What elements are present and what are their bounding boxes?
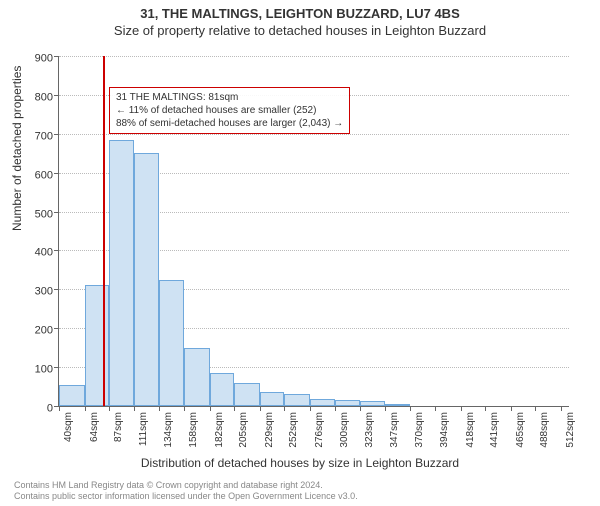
xtick-label: 158sqm [188, 412, 199, 448]
xtick-mark [284, 406, 285, 411]
xtick-label: 111sqm [138, 412, 149, 446]
xtick-mark [535, 406, 536, 411]
histogram-bar [210, 373, 234, 406]
xtick-mark [310, 406, 311, 411]
ytick-mark [54, 250, 59, 251]
ytick-mark [54, 367, 59, 368]
footer-line-2: Contains public sector information licen… [14, 491, 358, 502]
annotation-line: 88% of semi-detached houses are larger (… [116, 117, 343, 130]
xtick-label: 323sqm [364, 412, 375, 448]
xtick-label: 40sqm [63, 412, 74, 442]
annotation-line: 31 THE MALTINGS: 81sqm [116, 91, 343, 104]
xtick-mark [385, 406, 386, 411]
xtick-label: 441sqm [489, 412, 500, 448]
reference-line [103, 56, 105, 406]
plot-area: 010020030040050060070080090040sqm64sqm87… [58, 56, 569, 407]
histogram-bar [184, 348, 210, 406]
xtick-label: 205sqm [238, 412, 249, 448]
histogram-bar [310, 399, 336, 406]
histogram-bar [59, 385, 85, 406]
xtick-label: 347sqm [389, 412, 400, 448]
ytick-mark [54, 212, 59, 213]
ytick-label: 400 [13, 247, 53, 254]
ytick-label: 200 [13, 325, 53, 332]
xtick-label: 394sqm [439, 412, 450, 448]
xtick-mark [184, 406, 185, 411]
histogram-bar [134, 153, 158, 406]
xtick-label: 418sqm [465, 412, 476, 448]
ytick-mark [54, 289, 59, 290]
xtick-mark [461, 406, 462, 411]
xtick-label: 488sqm [539, 412, 550, 448]
ytick-label: 600 [13, 169, 53, 176]
xtick-mark [360, 406, 361, 411]
histogram-bar [284, 394, 310, 406]
histogram-bar [109, 140, 135, 406]
histogram-bar [360, 401, 386, 406]
ytick-label: 100 [13, 364, 53, 371]
xtick-mark [234, 406, 235, 411]
ytick-label: 500 [13, 208, 53, 215]
xtick-mark [335, 406, 336, 411]
xtick-label: 512sqm [565, 412, 576, 448]
ytick-label: 700 [13, 130, 53, 137]
xtick-mark [210, 406, 211, 411]
xtick-label: 465sqm [515, 412, 526, 448]
page-title: 31, THE MALTINGS, LEIGHTON BUZZARD, LU7 … [0, 6, 600, 21]
xtick-mark [59, 406, 60, 411]
footer-attribution: Contains HM Land Registry data © Crown c… [14, 480, 358, 503]
grid-line [59, 56, 569, 57]
xtick-mark [85, 406, 86, 411]
xtick-label: 64sqm [89, 412, 100, 442]
xtick-mark [561, 406, 562, 411]
histogram-chart: 010020030040050060070080090040sqm64sqm87… [58, 56, 568, 406]
histogram-bar [234, 383, 260, 406]
xtick-label: 87sqm [113, 412, 124, 442]
xtick-mark [134, 406, 135, 411]
ytick-mark [54, 95, 59, 96]
ytick-label: 900 [13, 53, 53, 60]
xtick-mark [109, 406, 110, 411]
ytick-mark [54, 328, 59, 329]
xtick-mark [511, 406, 512, 411]
xtick-mark [410, 406, 411, 411]
histogram-bar [85, 285, 109, 406]
footer-line-1: Contains HM Land Registry data © Crown c… [14, 480, 358, 491]
x-axis-label: Distribution of detached houses by size … [0, 456, 600, 470]
xtick-mark [485, 406, 486, 411]
ytick-mark [54, 173, 59, 174]
ytick-mark [54, 56, 59, 57]
page-subtitle: Size of property relative to detached ho… [0, 23, 600, 38]
xtick-label: 300sqm [339, 412, 350, 448]
xtick-label: 182sqm [214, 412, 225, 448]
histogram-bar [335, 400, 359, 406]
xtick-mark [159, 406, 160, 411]
xtick-label: 370sqm [414, 412, 425, 448]
y-axis-label: Number of detached properties [10, 66, 24, 231]
xtick-label: 229sqm [264, 412, 275, 448]
histogram-bar [260, 392, 284, 406]
xtick-label: 252sqm [288, 412, 299, 448]
ytick-label: 0 [13, 403, 53, 410]
xtick-mark [260, 406, 261, 411]
xtick-label: 276sqm [314, 412, 325, 448]
annotation-line: ← 11% of detached houses are smaller (25… [116, 104, 343, 117]
xtick-mark [435, 406, 436, 411]
histogram-bar [159, 280, 185, 406]
annotation-box: 31 THE MALTINGS: 81sqm← 11% of detached … [109, 87, 350, 134]
xtick-label: 134sqm [163, 412, 174, 448]
ytick-mark [54, 134, 59, 135]
ytick-label: 300 [13, 286, 53, 293]
ytick-label: 800 [13, 91, 53, 98]
histogram-bar [385, 404, 409, 406]
